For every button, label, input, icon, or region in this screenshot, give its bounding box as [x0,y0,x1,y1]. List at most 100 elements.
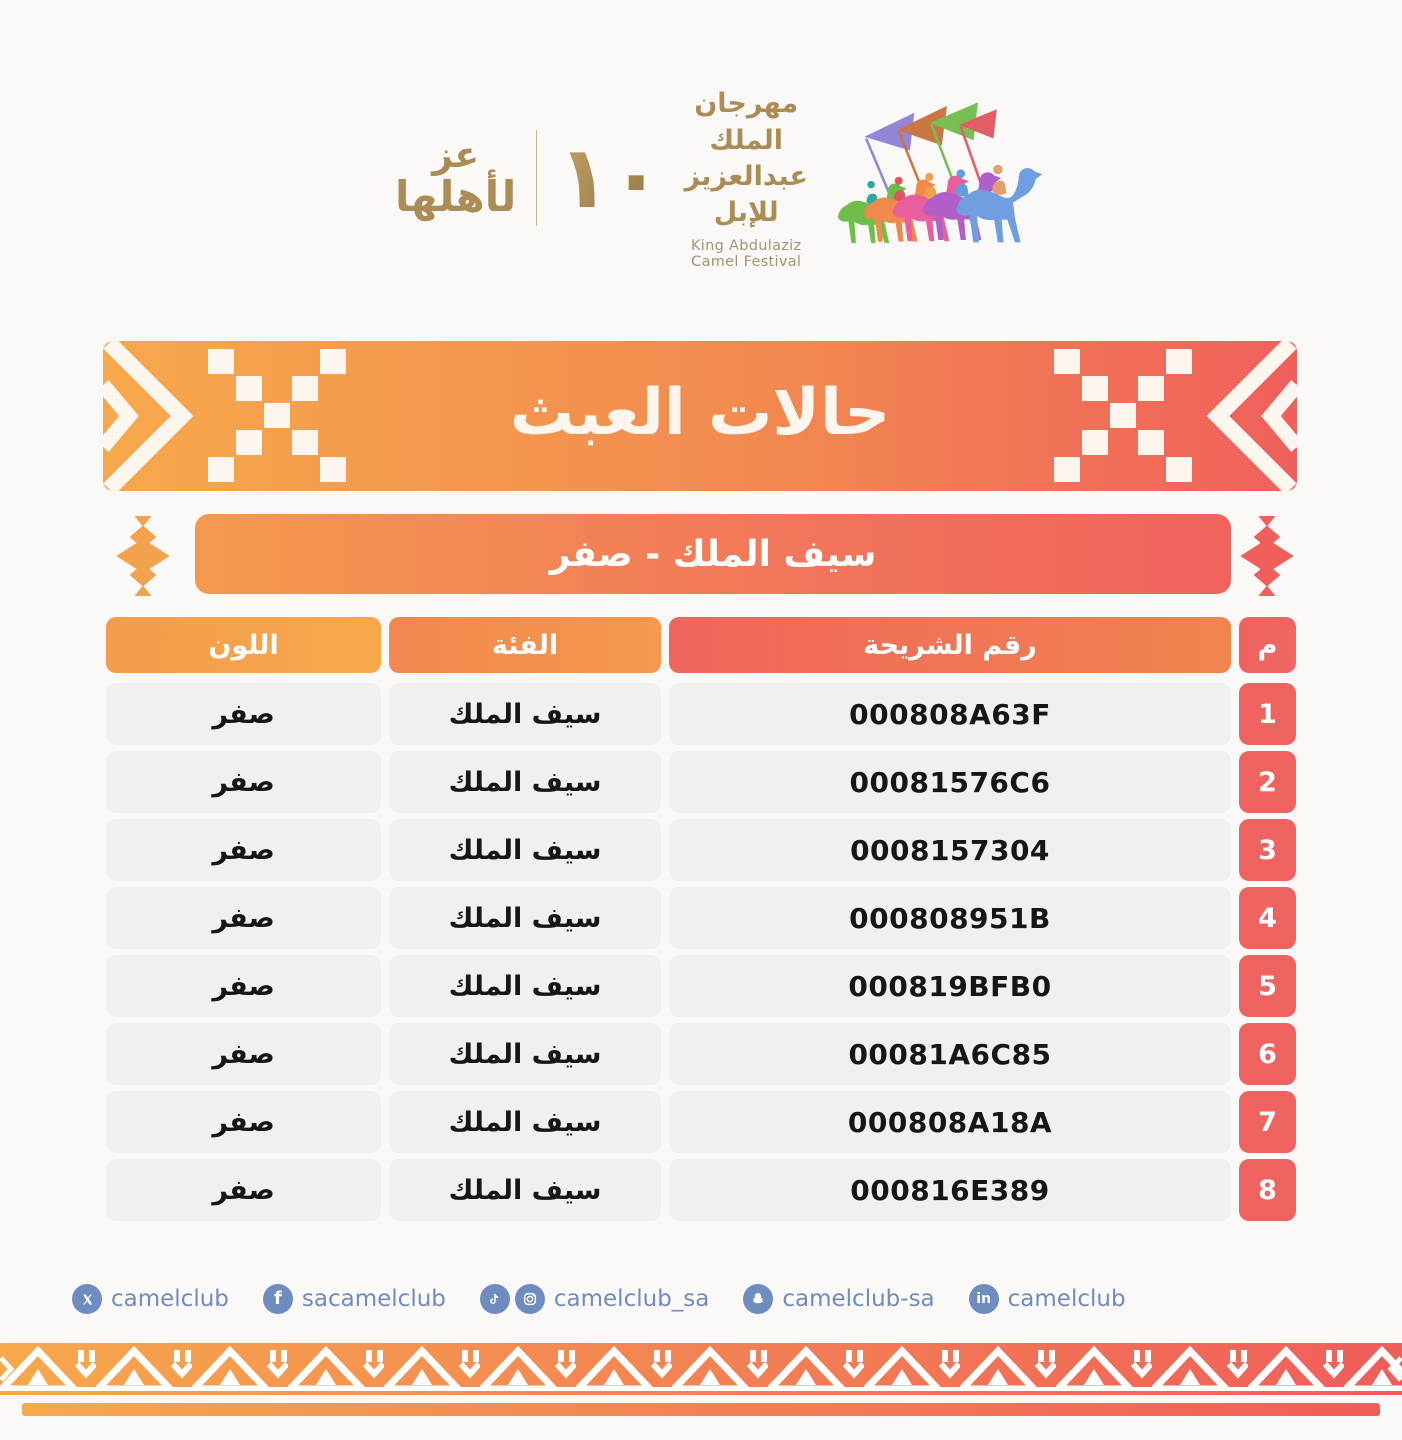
category-value: سيف الملك [448,766,602,798]
color-cell: صفر [106,955,381,1017]
row-index: 4 [1258,902,1277,934]
category-value: سيف الملك [448,834,602,866]
social-tiktok-instagram[interactable]: camelclub_sa [479,1284,710,1314]
chip-number-cell: 00081576C6 [669,751,1231,813]
table-row: 6 00081A6C85 سيف الملك صفر [106,1023,1296,1085]
social-x[interactable]: camelclub [72,1284,229,1314]
title-banner: حالات العبث [103,341,1297,491]
table-row: 8 000816E389 سيف الملك صفر [106,1159,1296,1221]
row-index-badge: 5 [1239,955,1296,1017]
banner-sadu-pattern-left-icon [103,341,346,491]
category-cell: سيف الملك [389,1091,661,1153]
sadu-diamond-left-icon [116,516,170,596]
row-index-badge: 8 [1239,1159,1296,1221]
table-body: 1 000808A63F سيف الملك صفر 2 00081576C6 … [106,683,1296,1227]
table-row: 5 000819BFB0 سيف الملك صفر [106,955,1296,1017]
facebook-icon: f [262,1284,293,1314]
sadu-diamond-right-icon [1240,516,1294,596]
social-handle[interactable]: camelclub [1007,1286,1126,1312]
chip-number: 00081A6C85 [848,1037,1052,1071]
row-index-badge: 6 [1239,1023,1296,1085]
social-linkedin[interactable]: in camelclub [968,1284,1126,1314]
festival-wordmark: مهرجان الملك عبدالعزيز للإبل King Abdula… [682,86,810,270]
social-handle[interactable]: camelclub_sa [553,1286,710,1312]
chip-number-cell: 000808A18A [669,1091,1231,1153]
chip-number: 000819BFB0 [848,969,1052,1003]
row-index-badge: 3 [1239,819,1296,881]
color-cell: صفر [106,683,381,745]
color-cell: صفر [106,1023,381,1085]
row-index: 5 [1258,970,1277,1002]
row-index: 8 [1258,1174,1277,1206]
row-index-badge: 1 [1239,683,1296,745]
bottom-sadu-band [0,1343,1402,1395]
table-header-row: م رقم الشريحة الفئة اللون [106,617,1296,673]
social-facebook[interactable]: f sacamelclub [262,1284,446,1314]
section-banner: سيف الملك - صفر [195,514,1231,594]
cases-table: م رقم الشريحة الفئة اللون 1 000808A63F س… [106,617,1296,1227]
logo-divider [536,130,538,226]
social-handle[interactable]: camelclub-sa [782,1286,935,1312]
tiktok-icon [479,1284,510,1314]
instagram-icon [514,1284,545,1314]
category-value: سيف الملك [448,698,602,730]
header-logos: عز لأهلها ١٠ مهرجان الملك عبدالعزيز للإب… [395,86,1045,270]
edition-10-numeral: ١٠ [557,128,663,228]
table-row: 7 000808A18A سيف الملك صفر [106,1091,1296,1153]
camel-riders-logo-icon [837,101,1043,243]
color-value: صفر [212,834,275,866]
chip-number-cell: 0008157304 [669,819,1231,881]
chip-number: 000808A63F [849,697,1051,731]
flags [864,101,997,204]
social-handle[interactable]: sacamelclub [301,1286,446,1312]
category-value: سيف الملك [448,1106,602,1138]
banner-sadu-pattern-right-icon [1054,341,1297,491]
chip-number-cell: 000816E389 [669,1159,1231,1221]
color-value: صفر [212,1106,275,1138]
chip-number: 000816E389 [850,1173,1050,1207]
row-index-badge: 7 [1239,1091,1296,1153]
color-value: صفر [212,1174,275,1206]
category-cell: سيف الملك [389,819,661,881]
header-category: الفئة [389,617,661,673]
color-value: صفر [212,1038,275,1070]
bottom-thin-strip [22,1403,1380,1416]
row-index: 6 [1258,1038,1277,1070]
row-index: 3 [1258,834,1277,866]
social-snapchat[interactable]: camelclub-sa [743,1284,935,1314]
category-cell: سيف الملك [389,1023,661,1085]
color-cell: صفر [106,751,381,813]
chip-number: 000808A18A [847,1105,1053,1139]
color-value: صفر [212,902,275,934]
chip-number-cell: 000819BFB0 [669,955,1231,1017]
festival-name-arabic: مهرجان الملك عبدالعزيز للإبل [682,86,810,232]
table-row: 3 0008157304 سيف الملك صفر [106,819,1296,881]
chip-number: 0008157304 [850,833,1050,867]
chip-number-cell: 000808951B [669,887,1231,949]
slogan-logo: عز لأهلها [395,137,516,219]
chip-number: 000808951B [849,901,1051,935]
category-value: سيف الملك [448,1174,602,1206]
festival-ar-line1: مهرجان الملك [694,88,799,156]
category-value: سيف الملك [448,1038,602,1070]
category-value: سيف الملك [448,902,602,934]
festival-ar-line2: عبدالعزيز للإبل [684,161,808,229]
category-cell: سيف الملك [389,683,661,745]
header-chip: رقم الشريحة [669,617,1231,673]
x-icon [72,1284,102,1314]
row-index-badge: 2 [1239,751,1296,813]
social-handle[interactable]: camelclub [111,1286,229,1312]
table-row: 2 00081576C6 سيف الملك صفر [106,751,1296,813]
category-cell: سيف الملك [389,887,661,949]
category-value: سيف الملك [448,970,602,1002]
color-cell: صفر [106,887,381,949]
slogan-line2: لأهلها [395,171,517,221]
snapchat-icon [743,1284,774,1314]
header-index: م [1239,617,1296,673]
table-row: 4 000808951B سيف الملك صفر [106,887,1296,949]
linkedin-icon: in [968,1284,999,1314]
table-row: 1 000808A63F سيف الملك صفر [106,683,1296,745]
color-value: صفر [212,970,275,1002]
chip-number-cell: 000808A63F [669,683,1231,745]
